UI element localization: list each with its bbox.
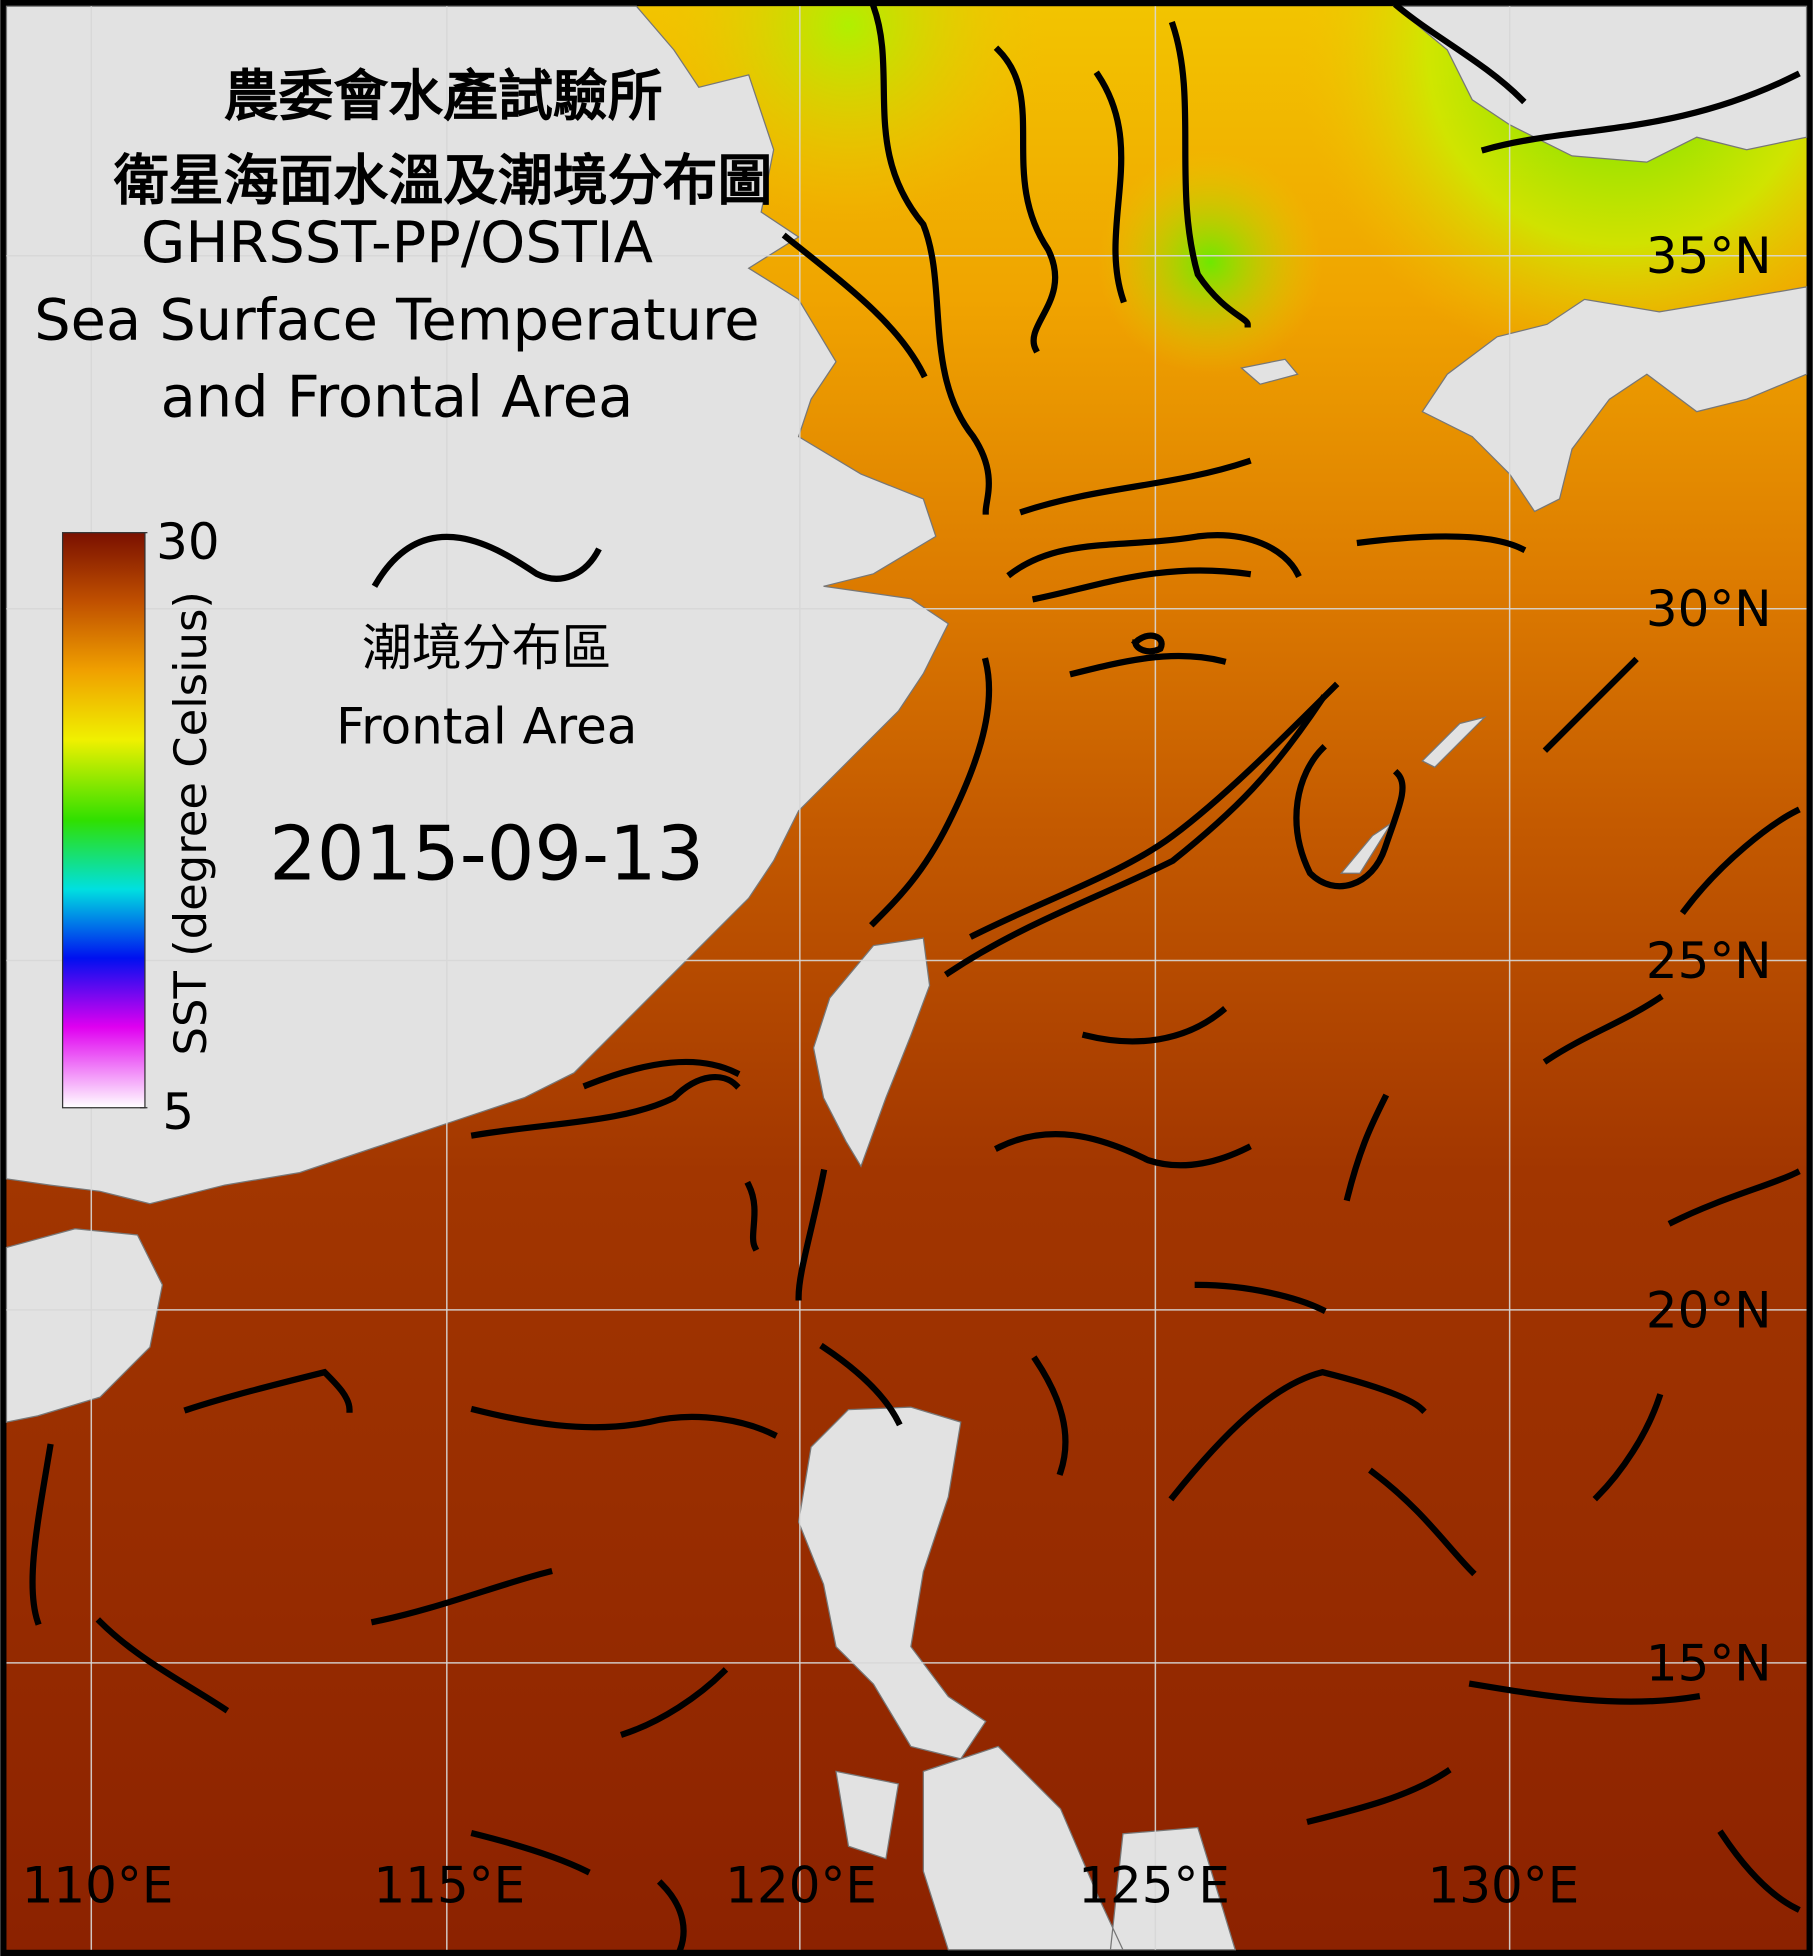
date: 2015-09-13 bbox=[269, 810, 704, 897]
front bbox=[470, 1074, 741, 1139]
luzon-island bbox=[797, 1406, 987, 1760]
front bbox=[1069, 632, 1227, 678]
front bbox=[819, 1342, 903, 1427]
colorbar-max: 30 bbox=[156, 513, 219, 571]
front bbox=[470, 1829, 591, 1876]
front bbox=[1031, 567, 1252, 603]
lon-label: 130°E bbox=[1428, 1856, 1580, 1914]
front bbox=[969, 681, 1340, 940]
legend-label-en: Frontal Area bbox=[336, 697, 637, 755]
front bbox=[1368, 1467, 1477, 1577]
front bbox=[1293, 744, 1406, 890]
front bbox=[1392, 1, 1527, 105]
front bbox=[1031, 1355, 1069, 1476]
front bbox=[470, 1405, 778, 1439]
title-org: 農委會水產試驗所 bbox=[224, 64, 663, 128]
lon-label: 125°E bbox=[1078, 1856, 1230, 1914]
front bbox=[582, 1058, 741, 1090]
front bbox=[1679, 806, 1801, 916]
hainan-island bbox=[5, 1228, 164, 1423]
title-en: Sea Surface Temperature bbox=[34, 286, 759, 353]
front bbox=[1343, 1093, 1390, 1202]
front bbox=[1081, 1006, 1228, 1045]
front bbox=[95, 1617, 230, 1714]
korea-land bbox=[1393, 5, 1808, 163]
china-land bbox=[5, 5, 950, 1205]
front bbox=[869, 2, 992, 515]
lat-label: 30°N bbox=[1646, 580, 1772, 638]
front bbox=[183, 1368, 353, 1414]
title-en: and Frontal Area bbox=[161, 364, 634, 431]
front bbox=[1019, 457, 1252, 516]
colorbar-label: SST (degree Celsius) bbox=[164, 591, 217, 1055]
front bbox=[795, 1168, 828, 1301]
front bbox=[1306, 1767, 1452, 1826]
frontal-lines bbox=[29, 1, 1801, 1954]
front bbox=[656, 1879, 687, 1954]
front bbox=[744, 1180, 760, 1252]
philippine-islands bbox=[835, 1745, 1237, 1951]
front bbox=[869, 657, 993, 928]
front bbox=[1194, 1281, 1327, 1315]
front bbox=[943, 694, 1327, 978]
colorbar bbox=[61, 532, 146, 1109]
lon-label: 115°E bbox=[373, 1856, 525, 1914]
lat-labels: 35°N 30°N 25°N 20°N 15°N bbox=[1646, 227, 1772, 1692]
legend-symbol bbox=[371, 533, 602, 588]
lat-label: 20°N bbox=[1646, 1281, 1772, 1339]
lon-labels: 110°E 115°E 120°E 125°E 130°E bbox=[22, 1856, 1580, 1914]
colorbar-min: 5 bbox=[162, 1083, 194, 1141]
front bbox=[1480, 70, 1801, 154]
legend-label-zh: 潮境分布區 bbox=[362, 619, 611, 677]
front bbox=[781, 232, 928, 379]
front bbox=[1717, 1829, 1801, 1913]
lon-label: 110°E bbox=[22, 1856, 174, 1914]
front bbox=[994, 1130, 1252, 1169]
front bbox=[1093, 70, 1127, 304]
front bbox=[1542, 656, 1639, 753]
front bbox=[370, 1568, 553, 1626]
lat-label: 25°N bbox=[1646, 932, 1772, 990]
front bbox=[1592, 1393, 1664, 1502]
front bbox=[993, 45, 1059, 354]
front bbox=[1168, 21, 1251, 328]
title-product: GHRSST-PP/OSTIA bbox=[141, 209, 653, 276]
front bbox=[620, 1667, 729, 1738]
front bbox=[1468, 1680, 1701, 1705]
front bbox=[1168, 1368, 1427, 1502]
front bbox=[29, 1443, 54, 1626]
lon-label: 120°E bbox=[725, 1856, 877, 1914]
title-zh: 衛星海面水溫及潮境分布圖 bbox=[113, 149, 773, 213]
front bbox=[1667, 1168, 1801, 1227]
jeju-island bbox=[1240, 358, 1299, 385]
front bbox=[1542, 993, 1664, 1065]
taiwan-island bbox=[812, 937, 931, 1168]
titles: 農委會水產試驗所 衛星海面水溫及潮境分布圖 bbox=[113, 64, 773, 213]
front bbox=[1006, 532, 1302, 579]
titles-en: GHRSST-PP/OSTIA Sea Surface Temperature … bbox=[34, 209, 759, 431]
front bbox=[1356, 533, 1527, 554]
lat-label: 15°N bbox=[1646, 1634, 1772, 1692]
lat-label: 35°N bbox=[1646, 227, 1772, 285]
